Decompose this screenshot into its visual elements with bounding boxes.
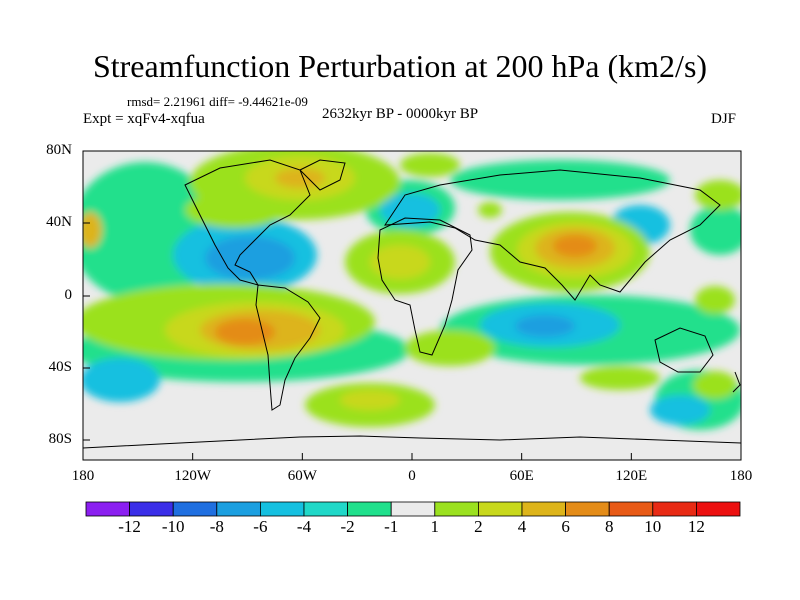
lat-tick-label: 80N — [46, 142, 72, 158]
antarctica-outline — [83, 435, 741, 449]
season-label: DJF — [711, 111, 737, 127]
new-zealand-outline — [732, 371, 741, 393]
colorbar-level-label: -12 — [118, 517, 141, 536]
colorbar-level-label: 10 — [644, 517, 662, 536]
lon-tick-label: 120E — [615, 468, 648, 484]
colorbar-swatch — [85, 501, 130, 517]
lon-tick-label: 180 — [729, 468, 753, 484]
australia-outline — [654, 327, 714, 373]
colorbar-swatch — [129, 501, 174, 517]
contour-region — [340, 390, 400, 410]
lat-tick-label: 40N — [46, 214, 72, 230]
contour-region — [693, 371, 737, 399]
contour-region — [185, 192, 285, 228]
lon-tick-label: 0 — [408, 468, 416, 484]
colorbar-swatch — [172, 501, 218, 517]
north-america-outline — [184, 159, 311, 286]
contour-region — [215, 319, 275, 345]
colorbar-swatch — [434, 501, 479, 517]
lon-tick-label: 60E — [509, 468, 534, 484]
colorbar-level-label: -4 — [296, 517, 312, 536]
colorbar-level-label: -10 — [161, 517, 185, 536]
contour-region — [580, 366, 660, 390]
contour-region — [83, 358, 160, 402]
south-america-outline — [255, 284, 321, 411]
period-label: 2632kyr BP - 0000kyr BP — [322, 106, 479, 122]
axis-ticks — [82, 150, 742, 460]
contour-field — [83, 151, 741, 449]
colorbar-level-label: -8 — [209, 517, 224, 536]
contour-region — [380, 193, 440, 227]
eurasia-outline — [384, 169, 721, 301]
colorbar-swatch — [608, 501, 654, 517]
contour-region — [400, 153, 460, 177]
chart-title: Streamfunction Perturbation at 200 hPa (… — [92, 48, 708, 84]
colorbar-level-label: 2 — [474, 517, 483, 536]
colorbar-swatch — [696, 501, 741, 517]
contour-region — [553, 235, 597, 257]
colorbar-level-label: 12 — [687, 517, 705, 536]
colorbar-swatch — [565, 501, 610, 517]
contour-region — [650, 395, 710, 425]
colorbar-level-label: 4 — [517, 517, 527, 536]
lat-tick-label: 0 — [64, 287, 73, 303]
lat-tick-label: 80S — [48, 431, 72, 447]
contour-region — [478, 202, 502, 218]
greenland-outline — [299, 159, 346, 191]
colorbar — [85, 501, 741, 517]
contour-region — [695, 286, 735, 314]
colorbar-level-label: -6 — [253, 517, 268, 536]
contour-region — [690, 205, 741, 255]
colorbar-level-label: 6 — [561, 517, 570, 536]
colorbar-swatch — [652, 501, 697, 517]
experiment-label: Expt = xqFv4-xqfua — [83, 111, 205, 127]
contour-region — [405, 330, 495, 366]
contour-region — [370, 245, 430, 279]
stats-text: rmsd= 2.21961 diff= -9.44621e-09 — [127, 94, 308, 109]
colorbar-swatch — [521, 501, 566, 517]
colorbar-level-label: -1 — [384, 517, 399, 536]
lon-tick-label: 60W — [287, 468, 317, 484]
contour-region — [515, 315, 575, 337]
colorbar-level-label: 8 — [604, 517, 614, 536]
lon-tick-label: 180 — [71, 468, 95, 484]
lat-tick-label: 40S — [48, 359, 72, 375]
colorbar-level-label: 1 — [430, 517, 440, 536]
colorbar-swatch — [477, 501, 523, 517]
contour-region — [205, 236, 295, 280]
colorbar-swatch — [347, 501, 392, 517]
contour-region — [83, 212, 102, 248]
contour-region — [450, 160, 670, 200]
colorbar-swatch — [259, 501, 305, 517]
colorbar-level-label: -2 — [340, 517, 355, 536]
colorbar-swatch — [390, 501, 436, 517]
coastlines — [83, 159, 741, 449]
lon-tick-label: 120W — [174, 468, 211, 484]
colorbar-swatch — [303, 501, 348, 517]
contour-region — [695, 180, 741, 210]
colorbar-swatch — [216, 501, 261, 517]
